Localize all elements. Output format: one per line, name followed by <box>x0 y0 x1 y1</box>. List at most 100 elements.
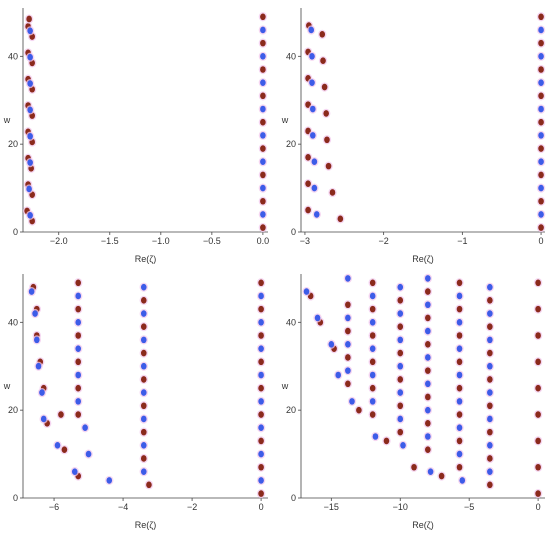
y-axis-label: w <box>3 115 11 125</box>
red-point <box>538 197 544 205</box>
red-point <box>535 358 541 366</box>
red-point <box>425 314 431 322</box>
red-point <box>258 463 264 471</box>
red-point <box>319 31 326 38</box>
blue-point <box>456 345 463 352</box>
red-point <box>305 206 311 214</box>
red-point <box>538 92 544 100</box>
red-point <box>487 455 493 462</box>
red-point <box>538 39 544 47</box>
y-tick-label: 0 <box>13 227 18 237</box>
blue-point <box>260 211 266 218</box>
x-tick-label: −1 <box>457 236 467 246</box>
blue-point <box>425 406 431 414</box>
blue-point <box>27 106 33 114</box>
y-tick-label: 0 <box>13 493 18 503</box>
panel-top-left: −2.0 −1.5 −1.0 −0.5 0.0 0 20 40 Re(ζ) w <box>3 8 269 264</box>
blue-point <box>345 275 351 282</box>
red-point <box>356 406 362 414</box>
blue-point <box>538 184 544 192</box>
x-tick-label: −10 <box>393 502 408 512</box>
x-tick-label: −2.0 <box>50 236 68 246</box>
red-point <box>397 323 404 331</box>
x-tick-label: −2 <box>379 236 389 246</box>
red-point <box>140 349 147 357</box>
red-point <box>260 13 266 21</box>
blue-point <box>140 336 147 344</box>
blue-point <box>538 105 544 113</box>
x-tick-label: −15 <box>324 502 339 512</box>
blue-point <box>27 132 33 140</box>
blue-point <box>28 288 35 295</box>
x-axis-label: Re(ζ) <box>412 254 433 264</box>
y-tick-label: 0 <box>291 493 296 503</box>
blue-point <box>456 450 463 458</box>
red-point <box>411 463 417 471</box>
red-point <box>258 279 264 287</box>
red-point <box>345 354 351 361</box>
red-point <box>260 197 266 205</box>
blue-point <box>487 362 493 370</box>
red-point <box>538 145 544 152</box>
blue-point <box>349 398 355 405</box>
red-point <box>535 305 541 313</box>
blue-point <box>456 319 463 326</box>
blue-point <box>140 415 147 423</box>
blue-point <box>400 441 406 449</box>
red-point <box>535 437 541 445</box>
red-point <box>324 136 330 144</box>
red-point <box>487 297 493 304</box>
blue-point <box>314 314 321 322</box>
red-point <box>321 83 328 91</box>
red-point <box>26 15 32 23</box>
blue-point <box>425 275 431 282</box>
blue-point <box>369 292 376 300</box>
red-point <box>345 301 351 309</box>
red-point <box>140 455 147 462</box>
blue-point <box>538 79 544 86</box>
blue-point <box>71 468 78 475</box>
blue-point <box>260 132 266 139</box>
red-point <box>369 279 376 287</box>
panel-bottom-left: −6 −4 −2 0 0 20 40 Re(ζ) w <box>3 274 268 530</box>
blue-point <box>27 27 33 35</box>
x-tick-label: −3 <box>300 236 310 246</box>
blue-point <box>328 340 335 348</box>
x-axis-label: Re(ζ) <box>412 520 433 530</box>
blue-point <box>82 424 88 432</box>
red-point <box>425 446 431 453</box>
blue-point <box>456 292 463 300</box>
blue-point <box>140 310 147 317</box>
blue-point <box>85 450 92 458</box>
blue-point <box>310 105 316 113</box>
blue-point <box>258 319 264 326</box>
blue-point <box>487 415 493 423</box>
blue-point <box>26 185 32 193</box>
red-point <box>456 332 463 339</box>
red-point <box>75 279 82 287</box>
red-point <box>538 171 544 179</box>
y-tick-label: 20 <box>8 139 18 149</box>
blue-point <box>27 212 33 219</box>
red-point <box>535 384 541 392</box>
red-point <box>260 171 266 179</box>
red-point <box>140 428 147 436</box>
blue-point <box>397 362 404 370</box>
blue-point <box>456 398 463 405</box>
panel-top-right: −3 −2 −1 0 0 20 40 Re(ζ) w <box>281 8 546 264</box>
red-point <box>456 437 463 445</box>
blue-point <box>311 158 318 166</box>
blue-point <box>487 283 493 291</box>
red-point <box>425 420 431 427</box>
red-point <box>260 66 266 73</box>
red-point <box>369 411 376 418</box>
y-tick-label: 40 <box>286 51 296 61</box>
blue-point <box>258 292 264 300</box>
red-point <box>305 154 311 161</box>
y-tick-label: 0 <box>291 227 296 237</box>
red-point <box>487 349 493 357</box>
red-point <box>140 376 147 383</box>
blue-point <box>27 159 33 166</box>
red-point <box>397 428 404 436</box>
blue-point <box>487 468 493 475</box>
